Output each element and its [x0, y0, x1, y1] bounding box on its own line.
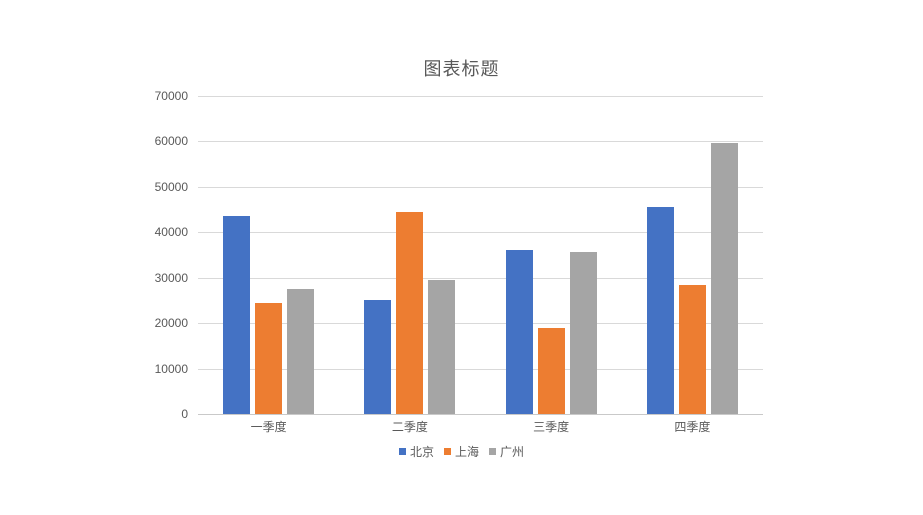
bar-series1-cat4[interactable] [646, 207, 674, 414]
legend-label: 北京 [409, 444, 434, 459]
gridline-20000 [198, 323, 763, 325]
plot-area [198, 96, 763, 415]
gridline-30000 [198, 277, 763, 279]
y-tick-label-10000: 10000 [154, 361, 188, 376]
x-tick-label-4: 四季度 [674, 420, 711, 434]
bar-series1-cat1[interactable] [223, 216, 251, 414]
bar-series2-cat2[interactable] [396, 211, 424, 414]
x-tick-label-2: 二季度 [391, 420, 428, 434]
x-tick-label-3: 三季度 [533, 420, 570, 434]
bar-series3-cat2[interactable] [428, 280, 456, 414]
x-axis-labels: 一季度 二季度 三季度 四季度 [198, 420, 763, 438]
legend-marker-icon [489, 447, 496, 455]
legend-label: 广州 [500, 444, 525, 459]
bar-series3-cat3[interactable] [569, 251, 597, 414]
bar-series3-cat4[interactable] [710, 142, 738, 414]
gridline-70000 [198, 96, 763, 97]
bar-series3-cat1[interactable] [287, 289, 315, 414]
y-tick-label-0: 0 [181, 407, 188, 421]
y-tick-label-70000: 70000 [154, 89, 188, 103]
y-tick-label-60000: 60000 [154, 134, 188, 149]
bar-series2-cat1[interactable] [255, 302, 283, 414]
bar-series1-cat2[interactable] [364, 300, 392, 414]
gridline-40000 [198, 232, 763, 234]
y-tick-label-20000: 20000 [154, 316, 188, 331]
chart-title[interactable]: 图表标题 [423, 59, 500, 79]
legend-item-series1[interactable]: 北京 [398, 443, 434, 460]
gridline-10000 [198, 368, 763, 370]
legend-marker-icon [398, 447, 406, 455]
gridline-50000 [198, 186, 763, 188]
legend-marker-icon [443, 447, 451, 455]
legend-label: 上海 [454, 444, 479, 459]
bar-series2-cat4[interactable] [678, 284, 706, 414]
bar-series1-cat3[interactable] [505, 250, 533, 414]
x-axis-line [198, 414, 763, 415]
y-tick-label-40000: 40000 [154, 225, 188, 240]
x-tick-label-1: 一季度 [250, 420, 287, 434]
y-tick-label-50000: 50000 [154, 179, 188, 194]
legend: 北京 上海 广州 [0, 443, 923, 459]
y-axis-labels: 0 10000 20000 30000 40000 50000 60000 70000 [0, 89, 188, 421]
legend-item-series2[interactable]: 上海 [443, 443, 479, 460]
bar-series2-cat3[interactable] [537, 327, 565, 414]
y-tick-label-30000: 30000 [154, 270, 188, 285]
legend-item-series3[interactable]: 广州 [489, 443, 524, 460]
gridline-60000 [198, 141, 763, 143]
